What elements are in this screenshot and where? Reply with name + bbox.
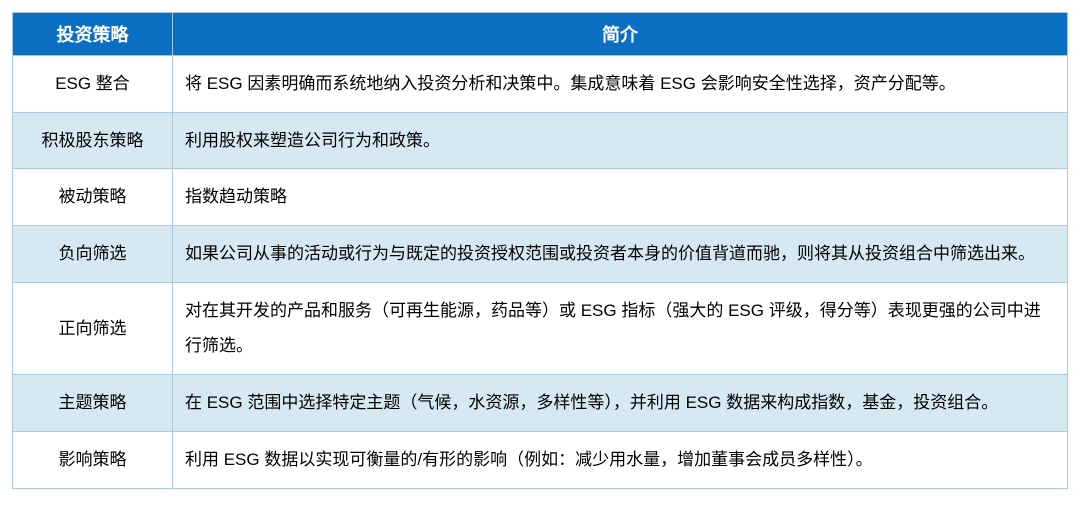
table-row: 积极股东策略 利用股权来塑造公司行为和政策。: [13, 112, 1068, 169]
table-header-row: 投资策略 简介: [13, 13, 1068, 56]
esg-strategy-table: 投资策略 简介 ESG 整合 将 ESG 因素明确而系统地纳入投资分析和决策中。…: [12, 12, 1068, 489]
table-row: 正向筛选 对在其开发的产品和服务（可再生能源，药品等）或 ESG 指标（强大的 …: [13, 282, 1068, 374]
table-row: 负向筛选 如果公司从事的活动或行为与既定的投资授权范围或投资者本身的价值背道而驰…: [13, 226, 1068, 283]
header-desc: 简介: [173, 13, 1068, 56]
cell-desc: 指数趋动策略: [173, 169, 1068, 226]
cell-desc: 如果公司从事的活动或行为与既定的投资授权范围或投资者本身的价值背道而驰，则将其从…: [173, 226, 1068, 283]
cell-desc: 将 ESG 因素明确而系统地纳入投资分析和决策中。集成意味着 ESG 会影响安全…: [173, 56, 1068, 113]
cell-desc: 利用 ESG 数据以实现可衡量的/有形的影响（例如：减少用水量，增加董事会成员多…: [173, 431, 1068, 488]
table-row: ESG 整合 将 ESG 因素明确而系统地纳入投资分析和决策中。集成意味着 ES…: [13, 56, 1068, 113]
cell-strategy: 被动策略: [13, 169, 173, 226]
cell-strategy: 主题策略: [13, 375, 173, 432]
header-strategy: 投资策略: [13, 13, 173, 56]
cell-desc: 在 ESG 范围中选择特定主题（气候，水资源，多样性等），并利用 ESG 数据来…: [173, 375, 1068, 432]
cell-strategy: 影响策略: [13, 431, 173, 488]
table-row: 影响策略 利用 ESG 数据以实现可衡量的/有形的影响（例如：减少用水量，增加董…: [13, 431, 1068, 488]
cell-strategy: 正向筛选: [13, 282, 173, 374]
cell-desc: 对在其开发的产品和服务（可再生能源，药品等）或 ESG 指标（强大的 ESG 评…: [173, 282, 1068, 374]
cell-strategy: 积极股东策略: [13, 112, 173, 169]
cell-desc: 利用股权来塑造公司行为和政策。: [173, 112, 1068, 169]
table-body: ESG 整合 将 ESG 因素明确而系统地纳入投资分析和决策中。集成意味着 ES…: [13, 56, 1068, 489]
cell-strategy: ESG 整合: [13, 56, 173, 113]
table-row: 主题策略 在 ESG 范围中选择特定主题（气候，水资源，多样性等），并利用 ES…: [13, 375, 1068, 432]
cell-strategy: 负向筛选: [13, 226, 173, 283]
table-row: 被动策略 指数趋动策略: [13, 169, 1068, 226]
